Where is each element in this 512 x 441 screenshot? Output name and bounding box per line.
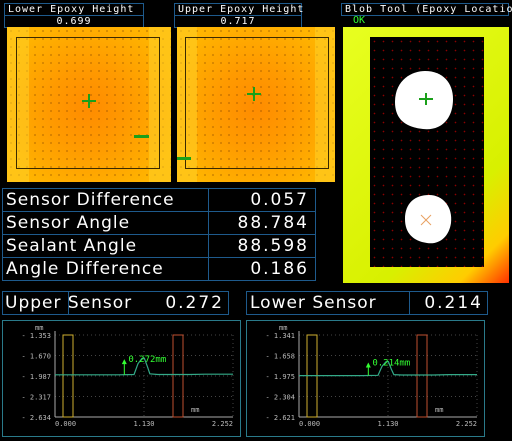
metrics-table: Sensor Difference 0.057 Sensor Angle 88.… (2, 188, 316, 284)
metric-value: 88.784 (208, 211, 316, 235)
lower-sensor-chart: mm mm - 1.341- 1.658- 1.975- 2.304- 2.621 0… (246, 320, 485, 437)
y-tick-label: - 1.987 (21, 373, 51, 381)
edge-marker (177, 157, 191, 160)
x-tick-label: 0.000 (299, 420, 320, 428)
y-tick-label: - 2.621 (265, 414, 295, 422)
annotation-label: 0.214mm (372, 359, 410, 369)
lower-sensor-value: 0.214 (409, 291, 488, 315)
y-axis-label: mm (279, 324, 287, 332)
x-tick-label: 2.252 (456, 420, 477, 428)
roi-rect (185, 37, 329, 169)
left-roi (62, 334, 74, 418)
upper-sensor-chart: mm mm - 1.353- 1.670- 1.987- 2.317- 2.634 0… (2, 320, 241, 437)
y-axis-label: mm (35, 324, 43, 332)
x-axis-label: mm (191, 406, 199, 414)
upper-sensor-value: 0.272 (68, 291, 229, 315)
upper-sensor-label: Upper Sensor (2, 291, 131, 315)
y-tick-label: - 2.634 (21, 414, 51, 422)
metric-label: Sensor Angle (2, 211, 209, 235)
annotation-arrowhead (121, 359, 127, 365)
upper-epoxy-image (177, 27, 335, 182)
y-tick-label: - 1.341 (265, 332, 295, 340)
blob-shapes (395, 71, 453, 244)
x-tick-label: 1.130 (133, 420, 154, 428)
y-tick-label: - 1.975 (265, 373, 295, 381)
edge-marker (134, 135, 149, 138)
blob-tool-status: OK (353, 15, 366, 26)
x-tick-label: 1.130 (377, 420, 398, 428)
right-roi (416, 334, 428, 418)
upper-blob (395, 71, 453, 130)
y-tick-label: - 2.317 (21, 394, 51, 402)
y-tick-label: - 1.670 (21, 353, 51, 361)
x-tick-label: 2.252 (212, 420, 233, 428)
annotation-label: 0.272mm (128, 355, 166, 365)
metric-label: Sealant Angle (2, 234, 209, 258)
y-tick-label: - 1.658 (265, 353, 295, 361)
annotation-arrowhead (365, 362, 371, 368)
x-tick-label: 0.000 (55, 420, 76, 428)
blob-tool-image (343, 27, 509, 283)
y-tick-label: - 2.304 (265, 394, 295, 402)
lower-blob (405, 195, 452, 244)
metric-value: 88.598 (208, 234, 316, 258)
right-roi (172, 334, 184, 418)
roi-rect (16, 37, 160, 169)
lower-sensor-label: Lower Sensor (246, 291, 410, 315)
metric-label: Angle Difference (2, 257, 209, 281)
lower-epoxy-image (7, 27, 171, 182)
metric-label: Sensor Difference (2, 188, 209, 212)
x-axis-label: mm (435, 406, 443, 414)
y-tick-label: - 1.353 (21, 332, 51, 340)
series-line (299, 360, 477, 377)
blob-tool-title: Blob Tool (Epoxy Location) (341, 3, 512, 16)
metric-value: 0.186 (208, 257, 316, 281)
series-line (55, 357, 233, 376)
metric-value: 0.057 (208, 188, 316, 212)
